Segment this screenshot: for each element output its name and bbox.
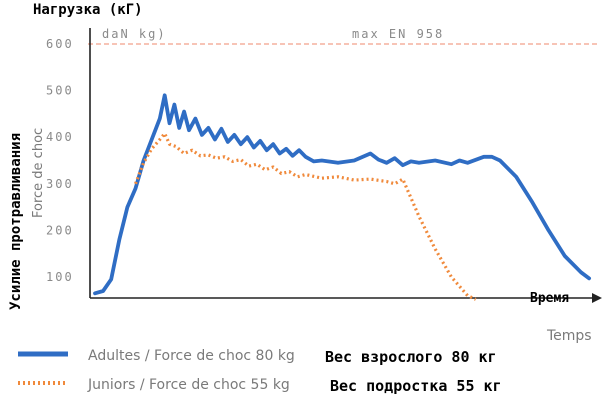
series-juniors-line — [134, 131, 477, 301]
x-axis-arrow — [592, 293, 602, 303]
unit-label: daN kg) — [102, 27, 167, 41]
y-axis-label-ru: Усилие протравливания — [8, 133, 24, 310]
y-axis-label-fr: Force de choc — [31, 128, 46, 218]
chart-title: Нагрузка (кГ) — [33, 2, 143, 18]
reference-label: max EN 958 — [352, 27, 444, 41]
y-tick-600: 600 — [46, 37, 74, 51]
y-tick-300: 300 — [46, 177, 74, 191]
x-axis-label-ru: Время — [530, 291, 569, 306]
y-tick-500: 500 — [46, 84, 74, 98]
legend-juniors-ru: Вес подростка 55 кг — [330, 377, 502, 395]
x-axis-label-fr: Temps — [546, 328, 592, 344]
legend-juniors-fr: Juniors / Force de choc 55 kg — [87, 377, 290, 393]
y-tick-labels: 100 200 300 400 500 600 — [46, 37, 74, 284]
series-adults-line — [93, 93, 591, 296]
legend-adults-ru: Вес взрослого 80 кг — [325, 348, 497, 366]
y-tick-400: 400 — [46, 130, 74, 144]
y-tick-200: 200 — [46, 223, 74, 237]
y-tick-100: 100 — [46, 270, 74, 284]
legend-adults-fr: Adultes / Force de choc 80 kg — [88, 348, 295, 364]
